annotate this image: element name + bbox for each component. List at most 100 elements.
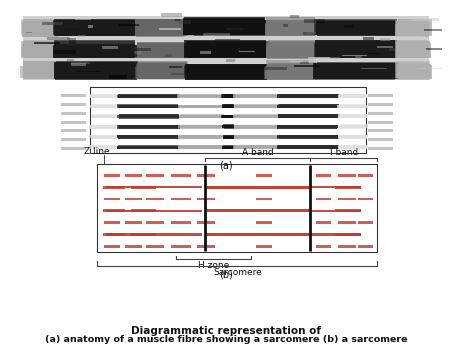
- Bar: [368, 120, 392, 124]
- Bar: [315, 198, 331, 200]
- Bar: [290, 15, 299, 18]
- Bar: [178, 135, 221, 139]
- Bar: [117, 95, 178, 98]
- Bar: [133, 51, 142, 54]
- Bar: [179, 115, 223, 118]
- Bar: [368, 112, 392, 115]
- Bar: [414, 36, 423, 38]
- Bar: [106, 233, 202, 236]
- Bar: [53, 45, 135, 58]
- Bar: [397, 64, 429, 78]
- Text: H zone: H zone: [198, 261, 229, 270]
- Bar: [23, 19, 55, 35]
- Bar: [134, 20, 183, 36]
- Bar: [267, 42, 314, 58]
- Bar: [184, 64, 267, 80]
- Bar: [267, 66, 315, 78]
- Bar: [278, 104, 338, 108]
- Bar: [317, 21, 398, 35]
- Bar: [294, 65, 318, 67]
- Bar: [314, 41, 396, 56]
- Bar: [138, 18, 186, 34]
- Bar: [125, 198, 142, 200]
- Bar: [278, 135, 338, 139]
- Bar: [186, 35, 194, 38]
- Bar: [397, 64, 428, 80]
- Bar: [91, 104, 117, 108]
- Bar: [175, 19, 180, 21]
- Bar: [233, 135, 278, 139]
- Text: I band: I band: [329, 148, 357, 157]
- Bar: [102, 46, 118, 49]
- Bar: [187, 66, 267, 79]
- Bar: [118, 125, 179, 128]
- Bar: [264, 24, 313, 37]
- Bar: [395, 64, 427, 79]
- Bar: [335, 233, 360, 236]
- Bar: [255, 174, 272, 177]
- Bar: [394, 20, 428, 37]
- Bar: [196, 221, 214, 224]
- Bar: [91, 94, 119, 98]
- Bar: [89, 125, 116, 128]
- Bar: [89, 94, 118, 98]
- Bar: [233, 144, 277, 149]
- Bar: [23, 23, 55, 37]
- Bar: [426, 48, 441, 50]
- Bar: [54, 40, 134, 56]
- Bar: [117, 146, 178, 149]
- Bar: [338, 104, 365, 108]
- Bar: [169, 66, 181, 68]
- Bar: [314, 23, 394, 35]
- Bar: [233, 135, 278, 139]
- Bar: [61, 120, 86, 124]
- Bar: [235, 125, 278, 128]
- Bar: [277, 114, 338, 118]
- Bar: [137, 43, 184, 57]
- Bar: [177, 145, 222, 149]
- Bar: [91, 104, 119, 108]
- Bar: [225, 28, 242, 30]
- Bar: [138, 61, 187, 78]
- Bar: [146, 198, 164, 200]
- Bar: [24, 40, 58, 58]
- Text: (a) anatomy of a muscle fibre showing a sarcomere (b) a sarcomere: (a) anatomy of a muscle fibre showing a …: [45, 335, 406, 344]
- Bar: [34, 42, 60, 44]
- Bar: [314, 19, 396, 35]
- Bar: [146, 221, 164, 224]
- Bar: [266, 45, 315, 57]
- Bar: [106, 209, 202, 212]
- Bar: [24, 66, 56, 79]
- Bar: [338, 135, 366, 139]
- Bar: [23, 21, 56, 35]
- Bar: [61, 103, 86, 106]
- Bar: [116, 135, 177, 139]
- Bar: [89, 135, 116, 139]
- Bar: [117, 115, 178, 118]
- Bar: [288, 61, 302, 62]
- Bar: [91, 126, 118, 129]
- Bar: [315, 245, 331, 248]
- Bar: [267, 65, 317, 80]
- Bar: [130, 209, 156, 212]
- Bar: [278, 94, 337, 98]
- Bar: [171, 198, 191, 200]
- Bar: [338, 135, 366, 139]
- Bar: [314, 67, 394, 80]
- Bar: [54, 19, 136, 35]
- Bar: [379, 38, 389, 41]
- Bar: [223, 104, 233, 108]
- Bar: [266, 45, 316, 57]
- Bar: [337, 95, 364, 98]
- Bar: [357, 245, 373, 248]
- Bar: [57, 21, 138, 36]
- Bar: [199, 51, 211, 54]
- Bar: [396, 42, 427, 58]
- Bar: [233, 145, 277, 149]
- Bar: [316, 62, 397, 79]
- Bar: [202, 33, 229, 37]
- Bar: [235, 105, 279, 108]
- Bar: [183, 18, 264, 35]
- Text: (b): (b): [219, 270, 232, 280]
- Bar: [136, 63, 186, 78]
